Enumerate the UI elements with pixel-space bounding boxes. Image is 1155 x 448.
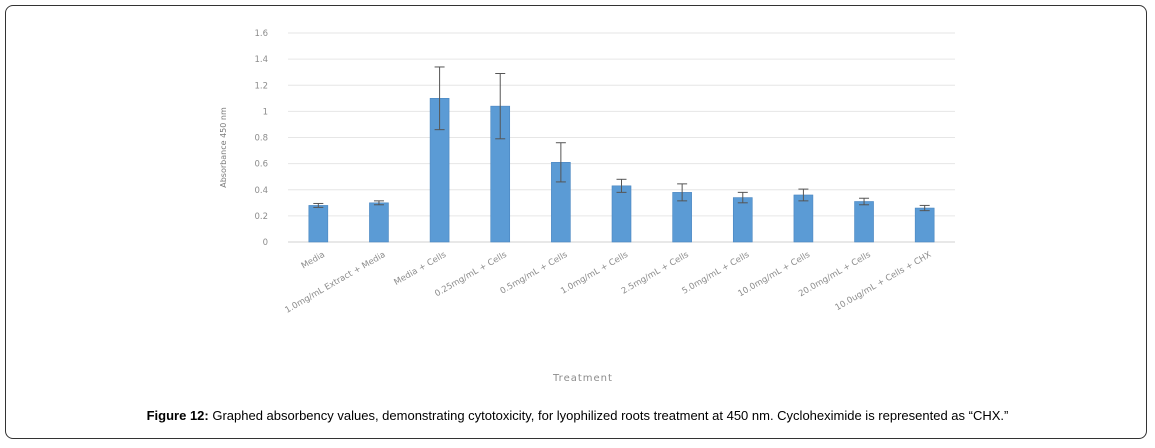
error-bar — [555, 142, 566, 183]
error-bar — [616, 178, 627, 193]
error-bar — [495, 72, 506, 140]
error-bar — [373, 200, 384, 206]
gridlines — [288, 32, 955, 243]
error-bar — [677, 183, 688, 202]
y-tick-label: 0.2 — [254, 212, 268, 222]
y-tick-label: 0.8 — [254, 134, 268, 144]
y-tick-label: 1.4 — [254, 55, 268, 65]
error-bar — [919, 204, 930, 212]
x-tick-label: 1.0mg/mL Extract + Media — [283, 250, 387, 316]
caption-label: Figure 12: — [146, 408, 209, 423]
x-axis-label: Treatment — [552, 373, 613, 384]
bar — [914, 207, 935, 243]
bar — [611, 185, 632, 243]
error-bars — [313, 66, 930, 212]
bar — [854, 201, 874, 243]
y-tick-label: 1.2 — [254, 81, 268, 91]
figure-caption: Figure 12: Graphed absorbency values, de… — [0, 408, 1155, 423]
x-tick-label: Media — [300, 250, 327, 271]
x-tick-label: 10.0ug/mL + Cells + CHX — [834, 250, 934, 313]
bar — [369, 202, 389, 243]
error-bar — [737, 191, 748, 204]
figure-frame — [5, 5, 1147, 439]
y-tick-label: 1.6 — [254, 29, 268, 39]
y-tick-label: 0.6 — [254, 160, 268, 170]
y-axis-ticks: 0 0.2 0.4 0.6 0.8 1 1.2 1.4 1.6 — [254, 29, 268, 248]
error-bar — [313, 202, 324, 208]
error-bar — [798, 188, 809, 202]
y-tick-label: 0 — [263, 238, 268, 248]
bar — [732, 197, 753, 243]
error-bar — [859, 197, 870, 206]
error-bar — [434, 66, 445, 131]
bar — [793, 194, 814, 243]
bars — [308, 98, 935, 243]
x-tick-label: Media + Cells — [393, 250, 449, 288]
y-axis-label: Absorbance 450 nm — [219, 107, 228, 188]
y-tick-label: 1 — [263, 107, 268, 117]
bar — [308, 205, 329, 243]
y-tick-label: 0.4 — [254, 186, 268, 196]
caption-text: Graphed absorbency values, demonstrating… — [208, 408, 1009, 423]
